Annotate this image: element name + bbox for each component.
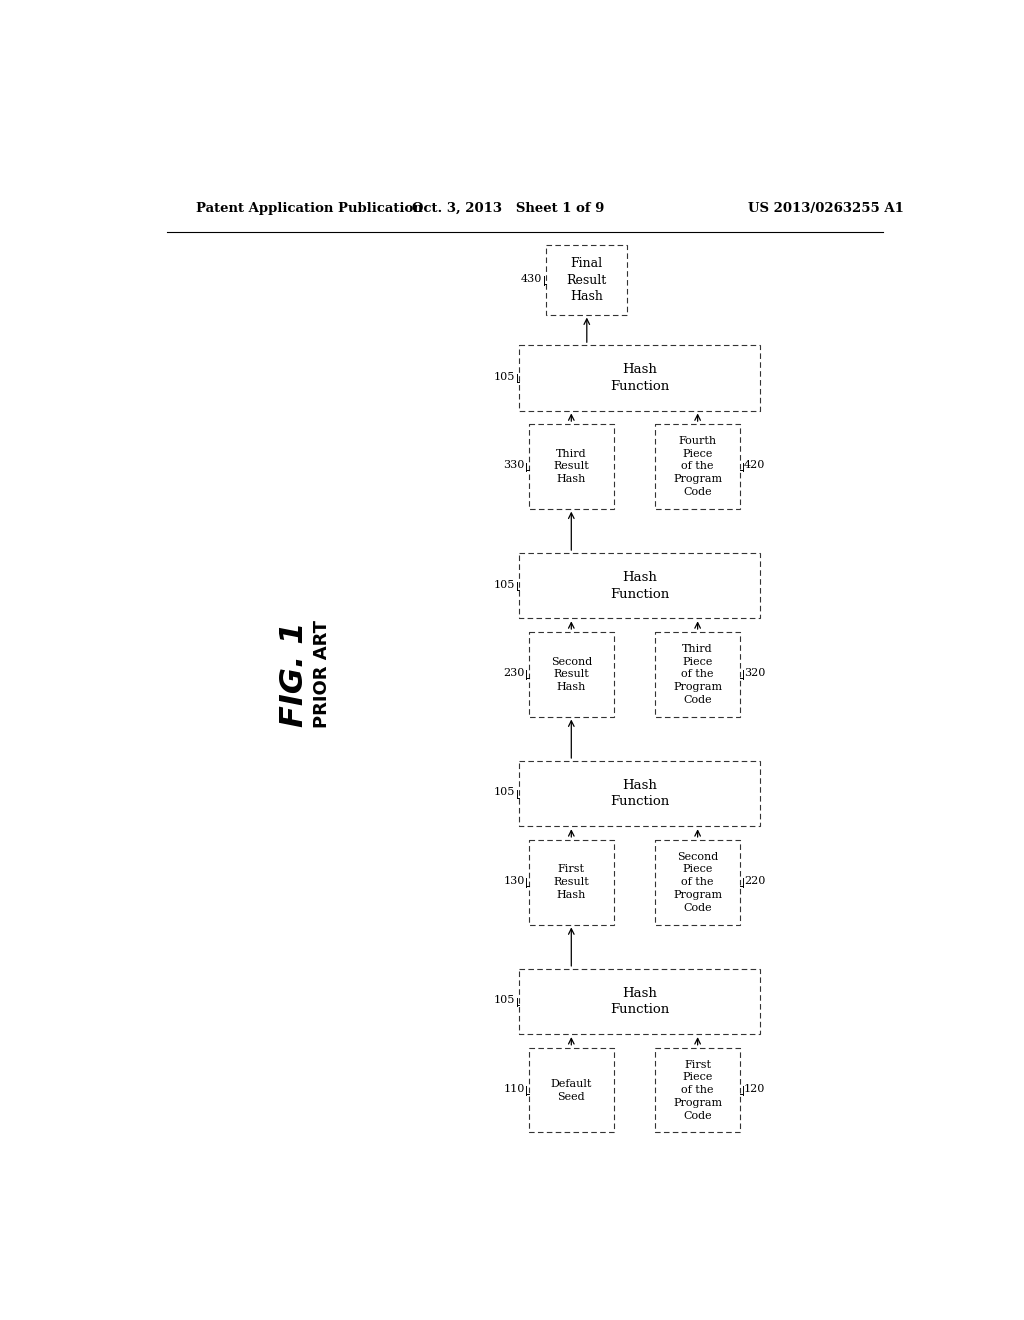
- Text: 420: 420: [744, 461, 766, 470]
- Text: Hash
Function: Hash Function: [610, 779, 669, 808]
- Bar: [655, 632, 740, 717]
- Text: 105: 105: [495, 788, 515, 797]
- Bar: [519, 969, 760, 1035]
- Text: Oct. 3, 2013   Sheet 1 of 9: Oct. 3, 2013 Sheet 1 of 9: [412, 202, 604, 215]
- Text: Hash
Function: Hash Function: [610, 572, 669, 601]
- Text: Second
Result
Hash: Second Result Hash: [551, 656, 592, 692]
- Text: Final
Result
Hash: Final Result Hash: [566, 257, 607, 304]
- Bar: [655, 840, 740, 924]
- Text: First
Result
Hash: First Result Hash: [553, 865, 589, 900]
- Text: 105: 105: [495, 372, 515, 381]
- Bar: [528, 632, 614, 717]
- Text: 105: 105: [495, 995, 515, 1006]
- Bar: [528, 1048, 614, 1133]
- Text: FIG. 1: FIG. 1: [280, 622, 310, 727]
- Text: 110: 110: [504, 1084, 524, 1094]
- Text: PRIOR ART: PRIOR ART: [312, 620, 331, 729]
- Text: 120: 120: [744, 1084, 766, 1094]
- Text: 220: 220: [744, 876, 766, 886]
- Text: Hash
Function: Hash Function: [610, 363, 669, 392]
- Text: Third
Result
Hash: Third Result Hash: [553, 449, 589, 484]
- Text: 130: 130: [504, 876, 524, 886]
- Bar: [546, 246, 628, 314]
- Text: 430: 430: [521, 275, 543, 284]
- Text: 320: 320: [744, 668, 766, 678]
- Bar: [655, 424, 740, 508]
- Bar: [655, 1048, 740, 1133]
- Bar: [519, 345, 760, 411]
- Text: Default
Seed: Default Seed: [551, 1078, 592, 1101]
- Text: Fourth
Piece
of the
Program
Code: Fourth Piece of the Program Code: [673, 436, 722, 498]
- Text: 105: 105: [495, 579, 515, 590]
- Bar: [528, 840, 614, 924]
- Text: US 2013/0263255 A1: US 2013/0263255 A1: [748, 202, 903, 215]
- Text: Third
Piece
of the
Program
Code: Third Piece of the Program Code: [673, 644, 722, 705]
- Text: 230: 230: [504, 668, 524, 678]
- Text: First
Piece
of the
Program
Code: First Piece of the Program Code: [673, 1060, 722, 1121]
- Text: Patent Application Publication: Patent Application Publication: [197, 202, 423, 215]
- Bar: [528, 424, 614, 508]
- Text: Hash
Function: Hash Function: [610, 987, 669, 1016]
- Text: Second
Piece
of the
Program
Code: Second Piece of the Program Code: [673, 851, 722, 913]
- Text: 330: 330: [504, 461, 524, 470]
- Bar: [519, 760, 760, 826]
- Bar: [519, 553, 760, 619]
